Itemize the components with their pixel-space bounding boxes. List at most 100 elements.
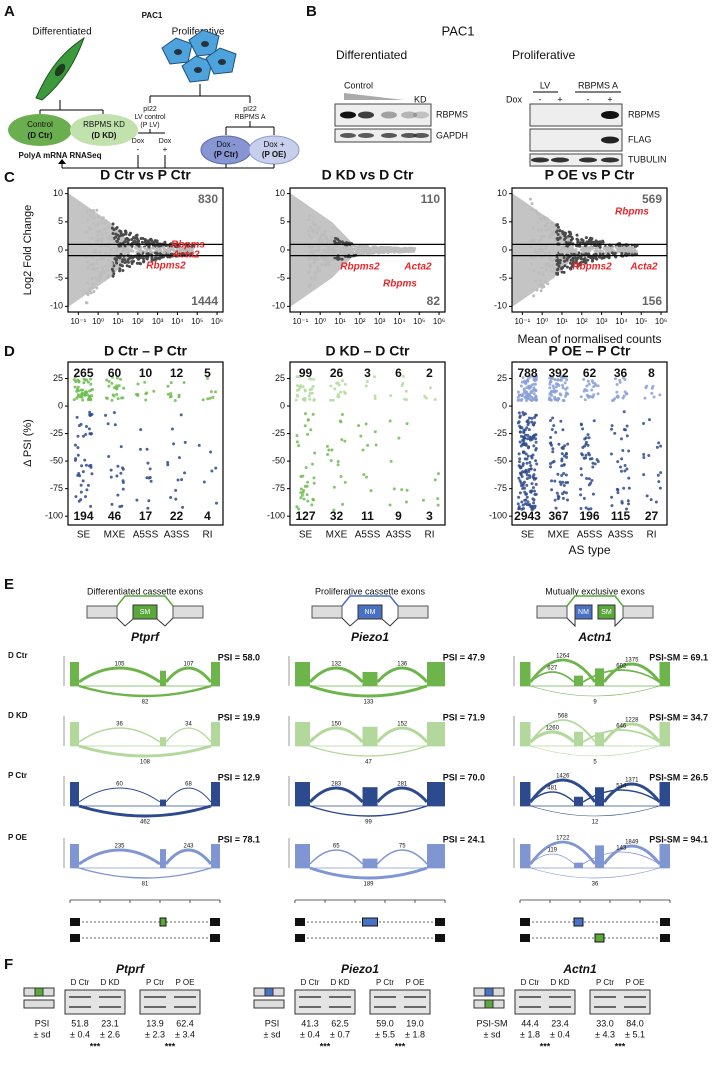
x-tick-label: A3SS <box>608 530 634 541</box>
psi-dot <box>392 487 396 491</box>
point-cloud-dot <box>563 246 567 250</box>
psi-dot <box>327 448 331 452</box>
point-cloud-dot <box>582 260 586 264</box>
psi-dot <box>404 389 408 393</box>
psi-dot <box>516 395 520 399</box>
psi-dot <box>548 386 552 390</box>
band <box>413 111 429 119</box>
psi-dot <box>329 384 333 388</box>
junction-arc <box>530 791 575 803</box>
psi-dot <box>76 434 80 438</box>
psi-dot <box>517 495 521 499</box>
psi-dot <box>562 454 566 458</box>
point-cloud-dot <box>319 255 323 259</box>
point-cloud-dot <box>581 250 585 254</box>
coverage <box>595 668 604 686</box>
point-cloud-dot <box>537 283 541 287</box>
point-cloud-dot <box>539 235 543 239</box>
junction-count: 481 <box>547 786 558 792</box>
point-cloud-dot <box>110 267 114 271</box>
junction-arc <box>376 726 429 744</box>
point-cloud-dot <box>155 240 159 244</box>
psi-dot <box>592 385 596 389</box>
point-cloud-dot <box>569 258 573 262</box>
y-tick-label: 0 <box>58 244 63 254</box>
point-cloud <box>290 192 352 308</box>
y-tick-label: -100 <box>489 511 507 521</box>
psi-dot <box>523 457 527 461</box>
psi-dot <box>73 385 77 389</box>
count-down: 196 <box>579 509 599 523</box>
psi-dot <box>76 446 80 450</box>
psi-dot <box>519 384 523 388</box>
coverage <box>595 732 604 746</box>
psi-dot <box>146 461 150 465</box>
junction-arc <box>582 669 660 683</box>
junction-arc <box>529 658 597 683</box>
psi-dot <box>214 390 218 394</box>
nucleus-icon <box>194 67 202 73</box>
gel <box>294 989 356 1015</box>
sd-value: ± 2.6 <box>100 1029 120 1039</box>
coverage <box>520 722 531 746</box>
y-tick-label: -10 <box>494 301 507 311</box>
point-cloud-dot <box>167 247 171 251</box>
psi-dot <box>303 412 307 416</box>
lane-label: D Ctr <box>301 978 320 987</box>
psi-dot <box>524 468 528 472</box>
junction-count: 1228 <box>625 718 639 724</box>
point-cloud-dot <box>191 251 195 255</box>
x-tick-label: 10⁴ <box>615 317 628 326</box>
psi-dot <box>307 394 311 398</box>
point-cloud-dot <box>331 258 335 262</box>
psi-dot <box>357 424 361 428</box>
psi-dot <box>532 378 536 382</box>
psi-dot <box>104 413 108 417</box>
psi-dot <box>79 490 83 494</box>
point-cloud-dot <box>94 251 98 255</box>
sd-value: ± 0.4 <box>70 1029 90 1039</box>
psi-dot <box>89 377 93 381</box>
psi-dot <box>556 378 560 382</box>
psi-dot <box>579 487 583 491</box>
psi-dot <box>615 390 619 394</box>
psi-dot <box>138 447 142 451</box>
psi-dot <box>528 375 532 379</box>
point-cloud-dot <box>162 251 166 255</box>
point-cloud-dot <box>112 264 116 268</box>
psi-dot <box>553 378 557 382</box>
psi-dot <box>77 424 81 428</box>
y-tick-label: -25 <box>50 428 63 438</box>
junction-count: 189 <box>363 882 374 888</box>
psi-dot <box>534 394 538 398</box>
psi-dot <box>359 434 363 438</box>
psi-dot <box>559 375 563 379</box>
psi-dot <box>550 488 554 492</box>
point-cloud-dot <box>100 237 104 241</box>
psi-dot <box>308 377 312 381</box>
psi-dot <box>562 463 566 467</box>
count-down: 27 <box>645 509 659 523</box>
psi-dot <box>551 450 555 454</box>
psi-dot <box>400 488 404 492</box>
count-up: 569 <box>642 192 662 206</box>
sd-label: ± sd <box>484 1029 501 1039</box>
psi-dot <box>579 467 583 471</box>
psi-dot <box>533 415 537 419</box>
point-cloud-dot <box>579 257 583 261</box>
point-cloud-dot <box>586 252 590 256</box>
psi-dot <box>119 445 123 449</box>
point-cloud-dot <box>326 259 330 263</box>
count-up: 392 <box>548 366 568 380</box>
psi-dot <box>561 492 565 496</box>
psi-dot <box>77 380 81 384</box>
point-cloud-dot <box>412 249 416 253</box>
psi-dot <box>81 479 85 483</box>
point-cloud-dot <box>392 250 396 254</box>
isoform-exon <box>435 918 445 926</box>
state-label: Differentiated <box>336 48 407 62</box>
point-cloud-dot <box>540 255 544 259</box>
psi-dot <box>295 375 299 379</box>
isoform-exon <box>573 917 584 927</box>
point-cloud-dot <box>558 261 562 265</box>
